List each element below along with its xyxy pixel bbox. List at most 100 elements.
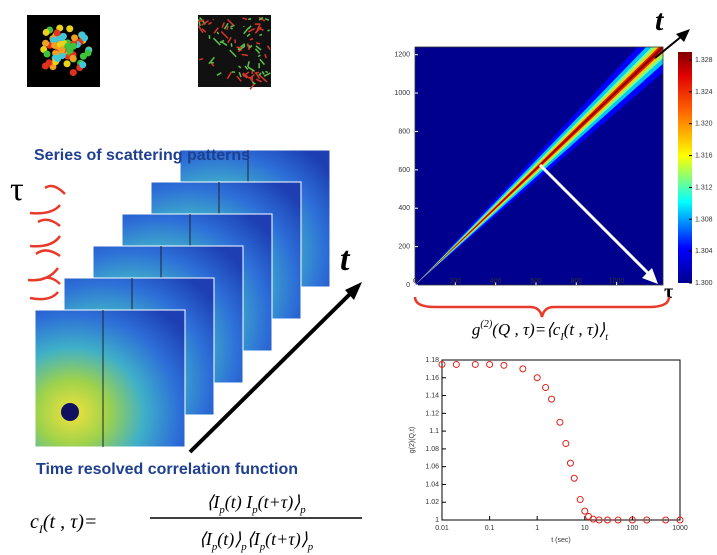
- particle: [59, 47, 66, 54]
- colorbar-label: 1.308: [695, 216, 713, 223]
- formula-part: (t) I: [225, 492, 253, 513]
- two-time-map: 0 200 400 600 800 1000 0 200 400 600 800 1000 1200 1.…: [394, 4, 712, 303]
- y-tick-label: 1.06: [425, 464, 439, 471]
- formula: ⟨Ip(t) Ip(t+τ)⟩p: [206, 492, 306, 516]
- y-tick-label: 400: [398, 205, 410, 212]
- x-tick-label: 200: [449, 278, 461, 285]
- y-tick-label: 1.02: [425, 499, 439, 506]
- particle: [80, 53, 87, 60]
- formula-part: (t , τ)=: [43, 511, 98, 533]
- particle: [42, 40, 49, 47]
- formula-part: p: [299, 504, 306, 516]
- network-strand: [210, 62, 214, 63]
- particle: [79, 61, 86, 68]
- formula-part: g: [472, 320, 481, 339]
- x-tick-label: 0.1: [485, 525, 495, 532]
- y-tick-label: 1.12: [425, 410, 439, 417]
- x-tick-label: 600: [530, 278, 542, 285]
- x-axis-label: t (sec): [551, 537, 570, 544]
- network-strand: [244, 45, 245, 47]
- correlation-plot: 0.01 0.1 1 10 100 1000 1 1.02 1.04 1.06 1.08 1.1 1.1…: [409, 357, 688, 544]
- colorbar-label: 1.324: [695, 89, 713, 96]
- x-tick-label: 800: [570, 278, 582, 285]
- x-tick-label: 100: [627, 525, 639, 532]
- network-strand: [248, 19, 251, 20]
- particle: [71, 34, 78, 41]
- network-strand: [250, 39, 253, 40]
- correlation-caption: Time resolved correlation function: [36, 461, 298, 478]
- network-strand: [242, 55, 248, 56]
- particle: [43, 29, 50, 36]
- y-tick-label: 1.08: [425, 446, 439, 453]
- y-tick-label: 1: [435, 517, 439, 524]
- colorbar: [678, 52, 692, 283]
- average-brace: [415, 297, 669, 317]
- plot-frame: [442, 360, 680, 520]
- pattern-frame: [35, 310, 185, 447]
- formula-part: (t+τ)⟩: [265, 529, 308, 550]
- particle: [70, 69, 77, 76]
- y-tick-label: 1.1: [429, 428, 439, 435]
- formula-part: ⟨I: [206, 492, 220, 512]
- network-strand: [268, 30, 270, 31]
- colorbar-label: 1.312: [695, 184, 713, 191]
- formula-part: c: [30, 511, 39, 533]
- y-tick-label: 1.14: [425, 393, 439, 400]
- scattering-patterns: [35, 150, 330, 447]
- series-caption: Series of scattering patterns: [34, 147, 250, 164]
- formula-part: p: [307, 541, 314, 553]
- figure: Series of scattering patterns τ t Time r…: [0, 0, 717, 555]
- y-tick-label: 800: [398, 128, 410, 135]
- formula-part: ⟨I: [247, 529, 261, 549]
- y-tick-label: 600: [398, 167, 410, 174]
- particle: [59, 34, 66, 41]
- formula: g(2)(Q , τ)=⟨cI(t , τ)⟩t: [472, 319, 609, 343]
- particle: [42, 63, 49, 70]
- x-tick-label: 1000: [609, 278, 625, 285]
- formula-part: (t)⟩: [217, 529, 241, 550]
- formula-part: (t , τ)⟩: [564, 320, 606, 339]
- y-tick-label: 1.04: [425, 481, 439, 488]
- y-tick-label: 1.16: [425, 375, 439, 382]
- formula: ⟨Ip(t)⟩p⟨Ip(t+τ)⟩p: [199, 529, 314, 553]
- formula-part: (2): [480, 319, 492, 330]
- t-label: t: [340, 241, 351, 278]
- network-strand: [236, 47, 241, 48]
- particle: [79, 31, 86, 38]
- y-axis-label: g(2)(Q,t): [409, 427, 416, 453]
- formula: cI(t , τ)=: [30, 511, 97, 536]
- particle: [44, 50, 51, 57]
- network-strand: [259, 34, 262, 35]
- formula-part: (Q , τ)=⟨c: [492, 320, 561, 339]
- colorbar-label: 1.328: [695, 57, 713, 64]
- particle: [70, 55, 77, 62]
- network-strand: [255, 72, 259, 73]
- particle: [53, 29, 60, 36]
- y-tick-label: 1000: [394, 90, 410, 97]
- network-strand: [231, 43, 232, 47]
- colorbar-label: 1.300: [695, 280, 713, 287]
- x-tick-label: 1000: [672, 525, 688, 532]
- beamstop: [61, 403, 79, 421]
- y-tick-label: 1.18: [425, 357, 439, 364]
- network-strand: [265, 71, 267, 72]
- lag-braces: [28, 186, 65, 299]
- colorbar-label: 1.304: [695, 248, 713, 255]
- x-tick-label: 400: [490, 278, 502, 285]
- x-tick-label: 0.01: [435, 525, 449, 532]
- x-tick-label: 10: [581, 525, 589, 532]
- colorbar-label: 1.320: [695, 121, 713, 128]
- colorbar-label: 1.316: [695, 153, 713, 160]
- tau-label: τ: [10, 171, 24, 208]
- particle: [66, 25, 73, 32]
- formula-part: t: [605, 332, 609, 343]
- y-tick-label: 1200: [394, 52, 410, 59]
- x-tick-label: 0: [413, 278, 417, 285]
- formula-part: (t+τ)⟩: [258, 492, 301, 513]
- y-tick-label: 0: [406, 282, 410, 289]
- x-tick-label: 1: [535, 525, 539, 532]
- t-axis-label: t: [655, 4, 665, 37]
- particle: [64, 60, 71, 67]
- y-tick-label: 200: [398, 244, 410, 251]
- particle: [64, 42, 71, 49]
